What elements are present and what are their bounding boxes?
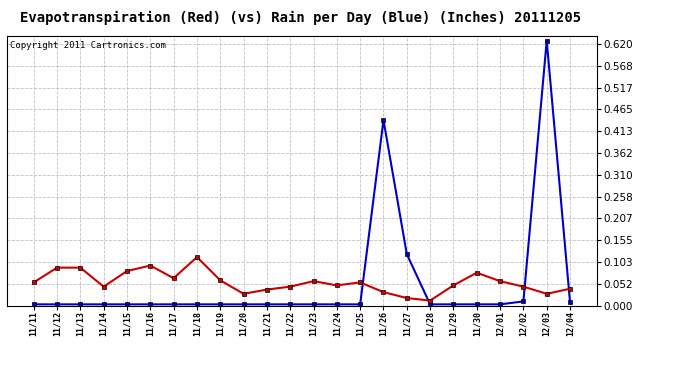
Text: Copyright 2011 Cartronics.com: Copyright 2011 Cartronics.com [10, 41, 166, 50]
Text: Evapotranspiration (Red) (vs) Rain per Day (Blue) (Inches) 20111205: Evapotranspiration (Red) (vs) Rain per D… [19, 11, 581, 26]
